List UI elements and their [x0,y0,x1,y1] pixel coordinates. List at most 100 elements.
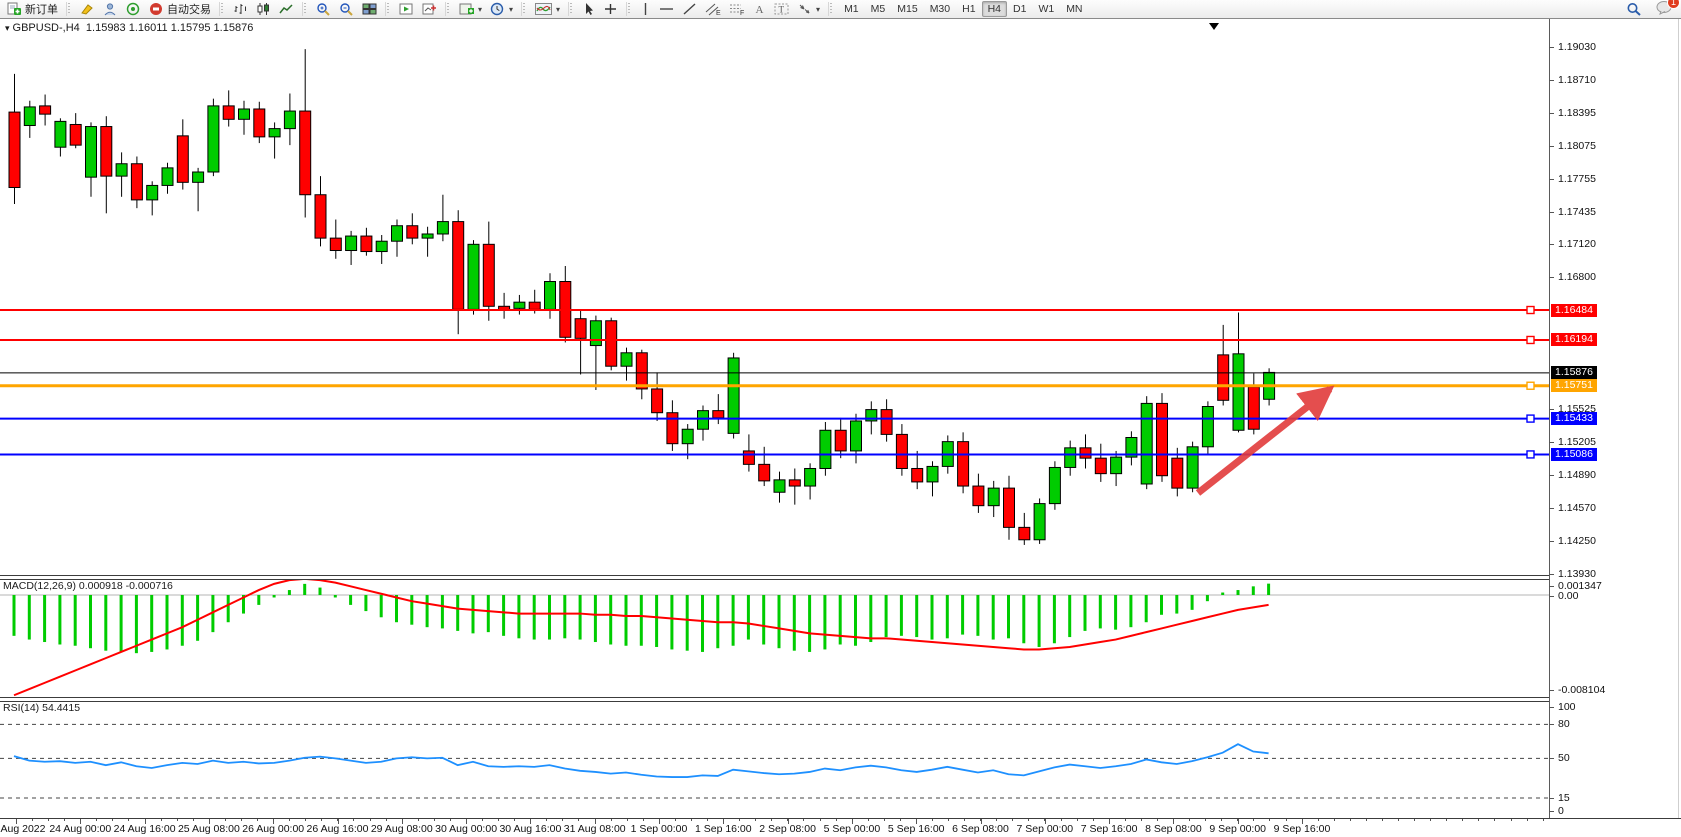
horizontal-line-button[interactable] [655,0,678,18]
strategy-test-button[interactable] [395,0,418,18]
rsi-indicator-canvas[interactable] [0,700,1549,818]
bar-chart-icon [233,2,248,16]
toolbar-separator [302,2,308,16]
time-minor-tick [1333,819,1335,821]
chart-expand-icon[interactable]: ▾ [5,23,10,33]
candle [222,90,235,127]
profiles-button[interactable]: ▾ [455,0,486,18]
new-template-button[interactable] [418,0,441,18]
timeframe-button-w1[interactable]: W1 [1038,3,1055,15]
time-minor-tick [771,819,773,821]
shapes-button[interactable]: ▾ [793,0,824,18]
candle [268,122,281,159]
time-minor-tick [160,819,162,821]
bar-chart-button[interactable] [229,0,252,18]
text-a-icon: A [753,2,766,16]
chevron-down-icon[interactable]: ▾ [509,4,514,14]
timeframe-button-mn[interactable]: MN [1066,3,1083,15]
channel-button[interactable]: E [701,0,725,18]
tile-windows-button[interactable] [358,0,381,18]
chevron-down-icon[interactable]: ▾ [816,4,821,14]
chart-shift-marker-icon[interactable] [1209,23,1219,30]
tile-windows-icon [362,2,377,16]
trendline-button[interactable] [678,0,701,18]
cursor-button[interactable] [578,0,599,18]
time-axis-label: 26 Aug 16:00 [306,823,369,835]
time-minor-tick [562,819,564,821]
line-handle[interactable] [1526,305,1535,315]
toolbar-separator [828,2,835,16]
svg-text:A: A [756,4,764,16]
time-minor-tick [1237,819,1239,821]
toolbar-group: 新订单 [0,0,65,18]
chat-button[interactable]: 1 [1656,0,1680,18]
candle [115,152,128,197]
panel-separator[interactable] [0,697,1549,702]
time-minor-tick [1140,819,1142,821]
candlestick-button[interactable] [252,0,275,18]
toolbar-group [392,0,444,18]
trend-arrow-annotation[interactable] [1195,385,1335,496]
time-minor-tick [610,819,612,821]
auto-trading-button[interactable]: 自动交易 [145,0,215,19]
price-tick-label: 1.18075 [1558,139,1596,152]
candle [1125,431,1138,466]
candle [1247,373,1260,435]
text-button[interactable]: A [749,0,770,18]
candle [1140,396,1153,490]
vertical-line-button[interactable] [636,0,655,18]
price-tick-label: 1.18395 [1558,106,1596,119]
line-handle[interactable] [1526,335,1535,345]
time-minor-tick [498,819,500,821]
macd-indicator-canvas[interactable] [0,578,1549,697]
price-axis[interactable] [1549,19,1550,818]
timeframe-button-m5[interactable]: M5 [870,3,886,15]
timeframe-button-m15[interactable]: M15 [897,3,918,15]
period-button[interactable]: ▾ [486,0,517,18]
zoom-in-button[interactable] [312,0,335,18]
time-minor-tick [690,819,692,821]
time-minor-tick [787,819,789,821]
line-handle[interactable] [1526,414,1535,423]
chart-ohlc-values: 1.15983 1.16011 1.15795 1.15876 [85,22,254,34]
search-button[interactable] [1622,0,1646,19]
price-level-badge: 1.15876 [1551,366,1597,380]
price-chart-canvas[interactable] [0,19,1549,577]
panel-separator[interactable] [0,575,1549,580]
candle [161,162,174,194]
time-minor-tick [739,819,741,821]
price-tick [1549,507,1554,509]
new-order-button[interactable]: 新订单 [3,0,62,19]
line-handle[interactable] [1526,381,1535,390]
chevron-down-icon[interactable]: ▾ [556,4,561,14]
time-tick [1237,819,1239,824]
indicators-button[interactable]: ▾ [531,0,564,18]
signals-button[interactable] [122,0,145,18]
time-minor-tick [449,819,451,821]
profile-button[interactable] [99,0,122,18]
chart-symbol-period: GBPUSD-,H4 [12,22,80,34]
line-chart-button[interactable] [275,0,298,18]
highlighter-button[interactable] [76,0,99,18]
candle [987,480,1000,518]
timeframe-button-h1[interactable]: H1 [962,3,976,15]
time-minor-tick [1317,819,1319,821]
text-label-button[interactable]: T [770,0,793,18]
time-minor-tick [1124,819,1126,821]
timeframe-button-m30[interactable]: M30 [929,3,951,15]
timeframe-button-d1[interactable]: D1 [1013,3,1027,15]
price-tick-label: 1.17120 [1558,238,1596,251]
timeframe-button-h4[interactable]: H4 [981,1,1007,17]
cursor-icon [582,2,595,16]
line-handle[interactable] [1526,450,1535,459]
timeframe-button-m1[interactable]: M1 [844,3,859,15]
chevron-down-icon[interactable]: ▾ [478,4,483,14]
fibonacci-button[interactable]: F [725,0,749,18]
time-axis-label: 9 Sep 00:00 [1209,823,1267,835]
crosshair-button[interactable] [599,0,622,18]
time-axis-label: 26 Aug 00:00 [242,823,305,835]
zoom-out-button[interactable] [335,0,358,18]
chart-window[interactable]: ▾ GBPUSD-,H4 1.15983 1.16011 1.15795 1.15… [0,19,1681,837]
time-minor-tick [964,819,966,821]
